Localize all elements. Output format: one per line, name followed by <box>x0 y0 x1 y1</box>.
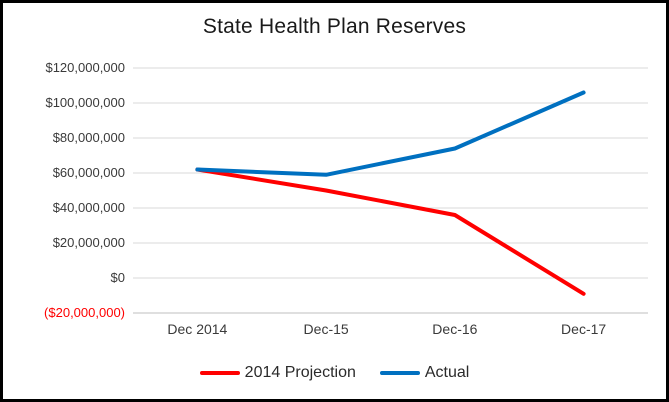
legend-item: Actual <box>379 364 470 382</box>
y-axis-tick-label: $60,000,000 <box>52 165 125 180</box>
y-axis-tick-label: $40,000,000 <box>52 200 125 215</box>
legend-label: Actual <box>424 364 470 381</box>
y-axis-tick-label: $20,000,000 <box>52 235 125 250</box>
legend: 2014 Projection Actual <box>3 361 666 385</box>
legend-line-swatch <box>199 371 240 375</box>
y-axis-tick-label: ($20,000,000) <box>44 305 125 320</box>
y-axis-tick-label: $80,000,000 <box>52 130 125 145</box>
y-axis-tick-label: $120,000,000 <box>45 60 125 75</box>
x-axis-category-label: Dec 2014 <box>167 321 228 337</box>
x-axis-category-label: Dec-15 <box>303 321 349 337</box>
y-axis-tick-label: $0 <box>110 270 125 285</box>
legend-item: 2014 Projection <box>199 364 356 382</box>
chart-title: State Health Plan Reserves <box>202 15 467 38</box>
series-line-2014-projection <box>195 167 586 296</box>
legend-line-swatch <box>379 371 420 375</box>
plot-area <box>133 67 648 314</box>
series-line-actual <box>195 90 586 177</box>
x-axis-category-label: Dec-16 <box>432 321 478 337</box>
x-axis-category-label: Dec-17 <box>561 321 607 337</box>
legend-label: 2014 Projection <box>244 364 356 381</box>
y-axis-tick-label: $100,000,000 <box>45 95 125 110</box>
